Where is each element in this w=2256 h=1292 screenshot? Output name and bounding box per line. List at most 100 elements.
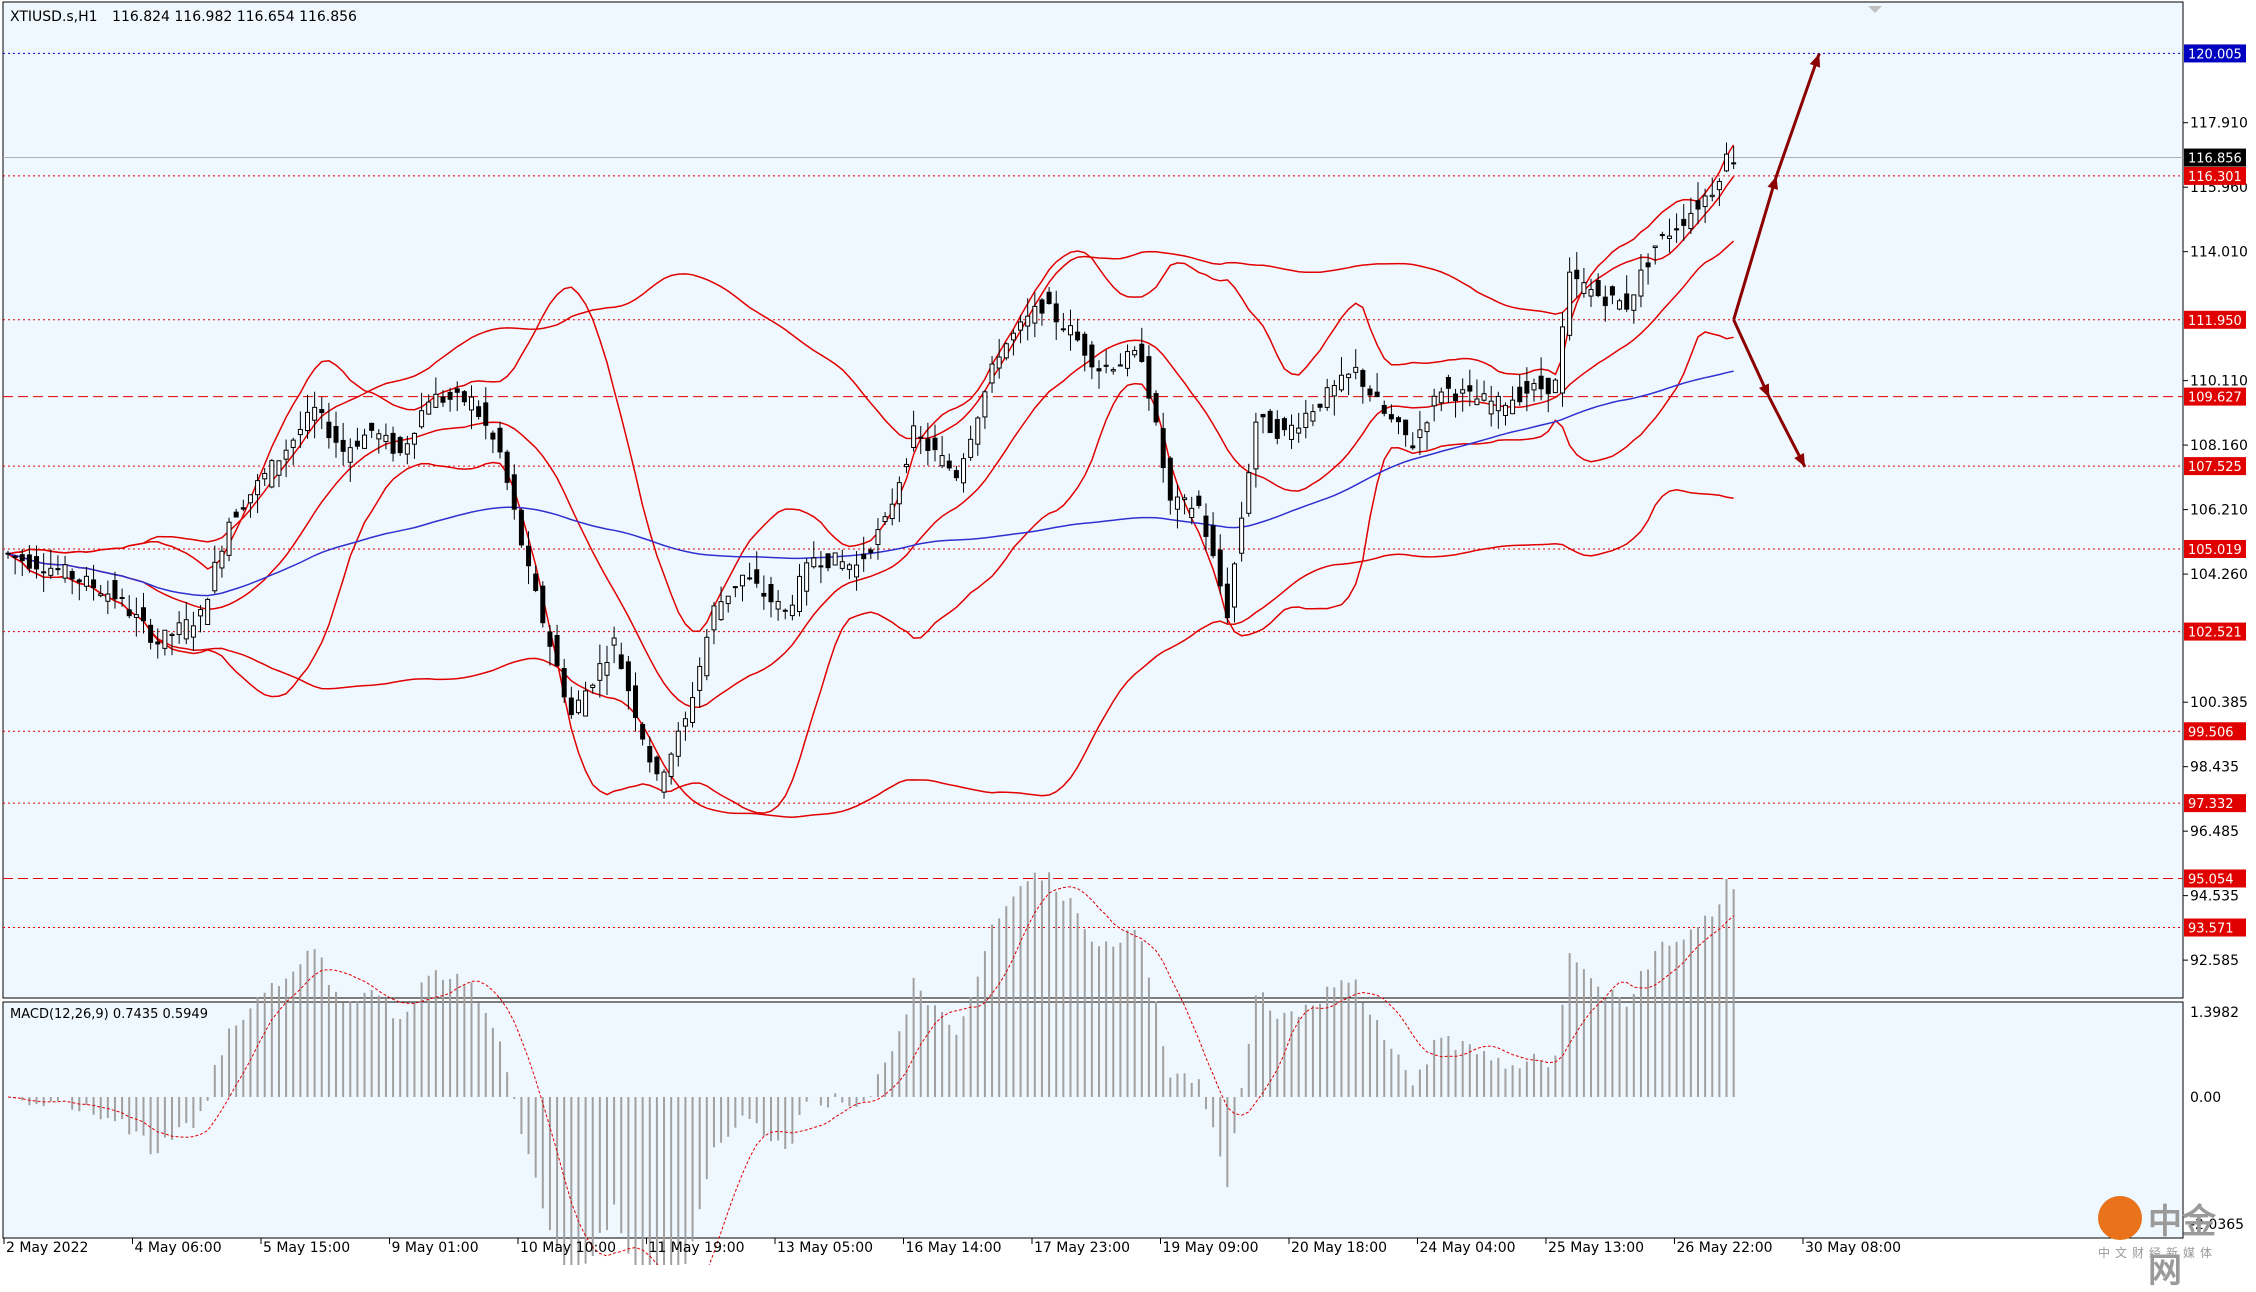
- bullish-arrow-head: [1767, 175, 1778, 190]
- candle-body: [340, 439, 346, 452]
- candle-body: [1488, 400, 1494, 415]
- candle-body: [1367, 388, 1373, 396]
- candle-body: [1709, 194, 1715, 198]
- candle-body: [804, 562, 810, 592]
- candle-body: [575, 699, 581, 714]
- candle-body: [312, 406, 318, 421]
- x-tick-label: 26 May 22:00: [1677, 1240, 1773, 1256]
- candle-body: [597, 663, 603, 681]
- candle-body: [369, 422, 375, 431]
- candle-body: [1146, 356, 1152, 399]
- candle-body: [1174, 496, 1180, 510]
- y-tick-label: 104.260: [2190, 567, 2248, 583]
- candle-body: [754, 569, 760, 584]
- candle-body: [205, 598, 211, 625]
- candle-body: [1153, 393, 1159, 423]
- candle-body: [604, 662, 610, 676]
- candle-body: [1010, 332, 1016, 341]
- macd-panel: [2, 1001, 2184, 1239]
- candle-body: [611, 637, 617, 646]
- candle-body: [1424, 422, 1430, 433]
- time-axis: 2 May 2022 4 May 06:00 5 May 15:00 9 May 01…: [3, 1238, 1901, 1256]
- candle-body: [219, 550, 225, 569]
- level-badge: [2184, 457, 2246, 476]
- candle-body: [975, 417, 981, 445]
- level-label: 93.571: [2188, 922, 2234, 937]
- level-badge: [2184, 44, 2246, 63]
- candle-body: [882, 516, 888, 523]
- candle-body: [1331, 385, 1337, 397]
- candle-body: [1495, 395, 1501, 412]
- candle-body: [832, 552, 838, 566]
- candle-body: [1025, 315, 1031, 327]
- candle-body: [411, 432, 417, 445]
- bullish-arrow-head: [1809, 53, 1821, 68]
- candle-body: [533, 573, 539, 591]
- candle-body: [1167, 457, 1173, 501]
- candle-body: [212, 561, 218, 592]
- candle-body: [12, 555, 18, 558]
- candle-body: [1217, 549, 1223, 587]
- candle-body: [1053, 303, 1059, 323]
- candle-body: [447, 391, 453, 400]
- candle-body: [1067, 325, 1073, 336]
- candle-body: [290, 439, 296, 448]
- candle-body: [1253, 421, 1259, 470]
- candle-body: [1638, 269, 1644, 297]
- candle-body: [690, 697, 696, 723]
- candle-body: [440, 396, 446, 403]
- bb-outer-upper-line: [7, 175, 1735, 555]
- candle-body: [397, 436, 403, 454]
- candle-body: [1046, 291, 1052, 305]
- candle-body: [775, 600, 781, 610]
- candle-body: [1096, 368, 1102, 372]
- logo-icon: [2098, 1196, 2142, 1240]
- candle-body: [55, 568, 61, 571]
- candle-body: [1702, 195, 1708, 208]
- candle-body: [718, 601, 724, 621]
- candle-body: [768, 584, 774, 603]
- candle-body: [454, 388, 460, 393]
- y-tick-label: 92.585: [2190, 953, 2239, 969]
- candle-body: [1103, 364, 1109, 367]
- candle-body: [1631, 294, 1637, 311]
- candles: [5, 142, 1737, 799]
- candle-body: [547, 631, 553, 647]
- candle-body: [354, 440, 360, 447]
- candle-body: [1125, 351, 1131, 369]
- candle-body: [333, 426, 339, 443]
- x-tick-label: 25 May 13:00: [1548, 1240, 1644, 1256]
- level-label: 97.332: [2188, 797, 2234, 812]
- bearish-arrow-head: [1794, 452, 1805, 467]
- candle-body: [1474, 398, 1480, 406]
- level-label: 111.950: [2188, 314, 2242, 329]
- candle-body: [1196, 495, 1202, 506]
- candle-body: [133, 614, 139, 618]
- x-tick-label: 13 May 05:00: [777, 1240, 873, 1256]
- symbol-label: XTIUSD.s,H1: [10, 9, 98, 25]
- candle-body: [1674, 228, 1680, 231]
- candle-body: [105, 593, 111, 602]
- candle-body: [1403, 419, 1409, 436]
- bb-lower-line: [7, 331, 1734, 814]
- candle-body: [1481, 393, 1487, 401]
- candle-body: [554, 635, 560, 667]
- candle-body: [262, 472, 268, 480]
- candle-body: [561, 668, 567, 698]
- scroll-marker-icon[interactable]: [1868, 6, 1882, 13]
- candle-body: [568, 697, 574, 716]
- candle-body: [1531, 383, 1537, 391]
- candle-body: [761, 592, 767, 597]
- candle-body: [1552, 379, 1558, 394]
- candle-body: [1060, 328, 1066, 331]
- candle-body: [1346, 373, 1352, 379]
- candle-body: [1595, 280, 1601, 297]
- candle-body: [903, 463, 909, 468]
- candle-body: [1388, 414, 1394, 420]
- candle-body: [1431, 395, 1437, 407]
- candle-body: [818, 565, 824, 568]
- level-label: 102.521: [2188, 626, 2242, 641]
- candle-body: [875, 529, 881, 546]
- candle-body: [747, 577, 753, 580]
